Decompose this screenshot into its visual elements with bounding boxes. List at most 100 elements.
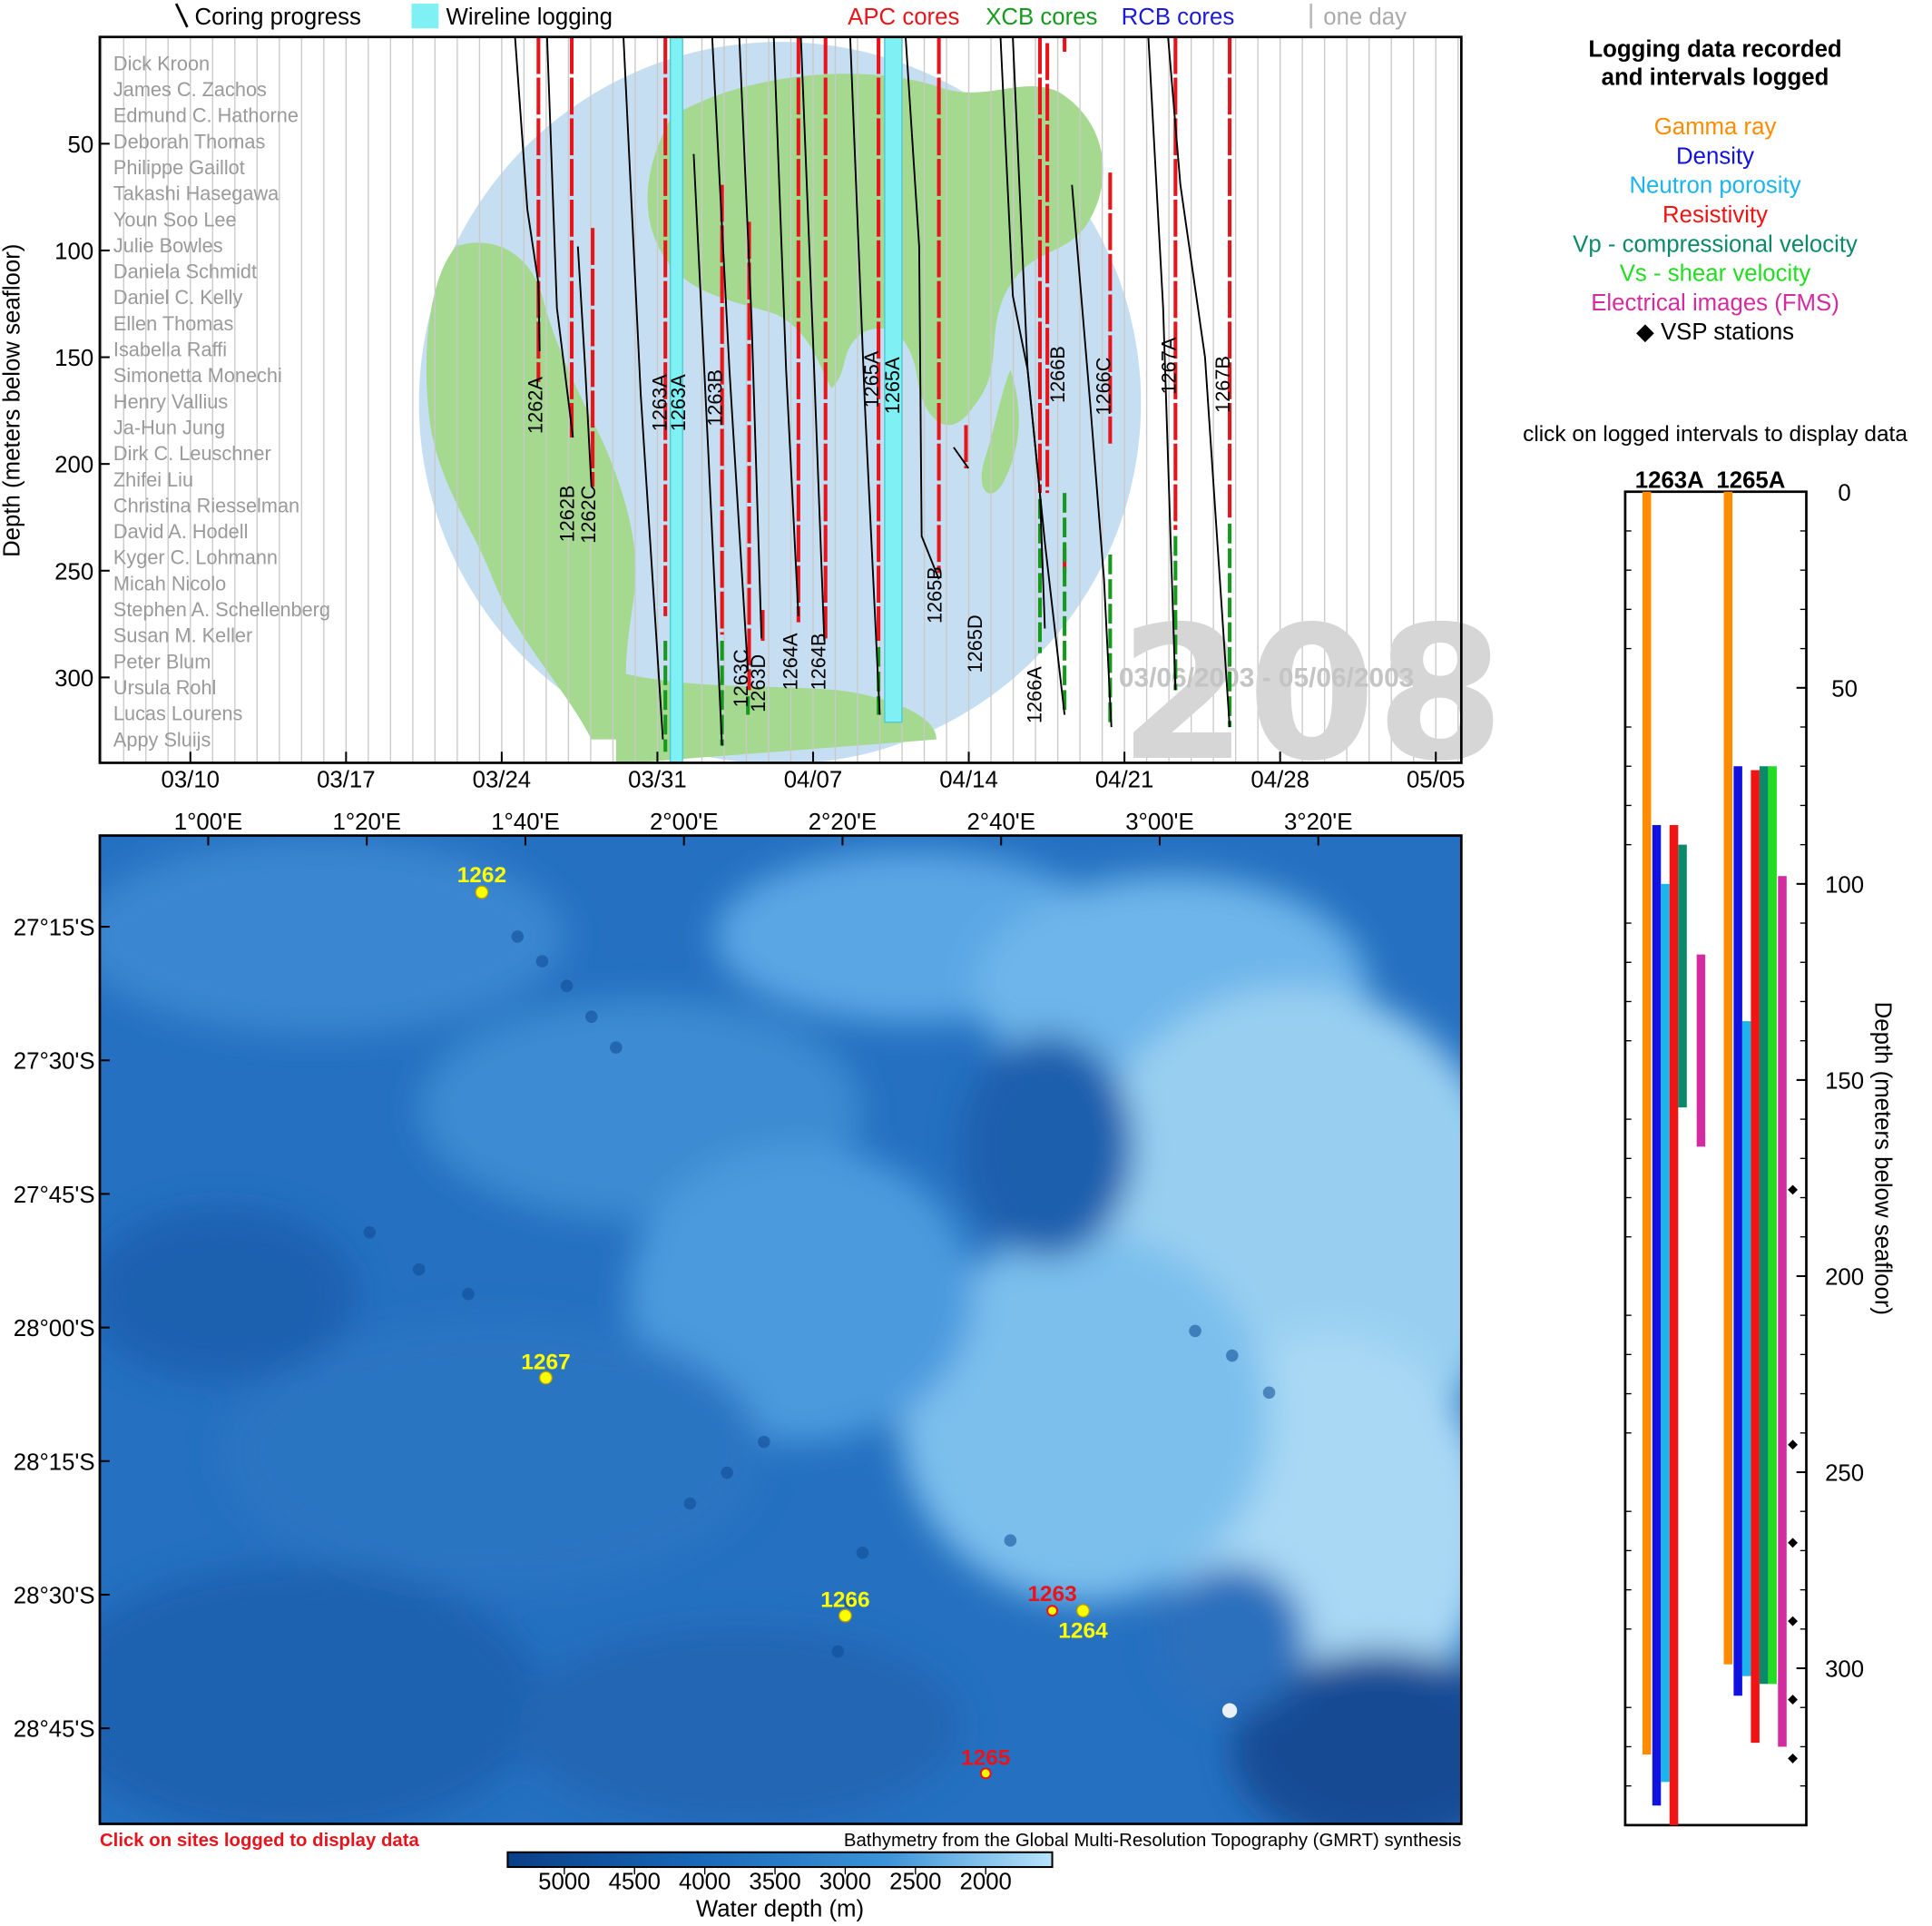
site-1263[interactable]: 1263 <box>1027 1582 1077 1617</box>
logged-interval-1265a-electrical[interactable] <box>1778 876 1787 1747</box>
colorbar-tick-label: 2000 <box>960 1869 1012 1894</box>
legend-xcb-cores: XCB cores <box>986 5 1097 30</box>
timeline-frame <box>98 35 1463 764</box>
timeline-y-axis-label: Depth (meters below seafloor) <box>0 244 25 557</box>
site-label-1264: 1264 <box>1058 1618 1108 1643</box>
colorbar-tick-label: 4500 <box>609 1869 661 1894</box>
colorbar-label: Water depth (m) <box>696 1896 864 1921</box>
site-1265[interactable]: 1265 <box>961 1745 1010 1780</box>
lon-tick-label: 1°40'E <box>491 810 559 835</box>
site-1267[interactable]: 1267 <box>521 1350 571 1385</box>
lat-tick-label: 27°15'S <box>14 916 95 941</box>
y-tick-label: 250 <box>54 559 93 585</box>
landmass-africa-eurasia <box>647 74 1103 426</box>
hole-label: 1266A <box>1023 666 1045 723</box>
scientist-name: Ellen Thomas <box>113 312 234 335</box>
coring-progress-line <box>772 36 799 616</box>
logged-interval-1265a-vp[interactable] <box>1759 766 1769 1685</box>
hole-label: 1266B <box>1046 346 1069 403</box>
vsp-station-marker <box>1788 1695 1799 1705</box>
hole-core-track <box>799 36 828 642</box>
colorbar-tick-label: 5000 <box>538 1869 590 1894</box>
scientist-name: Edmund C. Hathorne <box>113 104 299 127</box>
hole-label: 1265D <box>964 614 986 673</box>
hole-label: 1264A <box>779 633 801 690</box>
hole-core-track <box>1167 36 1232 728</box>
site-1266[interactable]: 1266 <box>820 1588 870 1623</box>
lon-tick-label: 2°00'E <box>650 810 718 835</box>
scientist-name: Dick Kroon <box>113 52 210 74</box>
legend-apc-cores: APC cores <box>848 5 959 30</box>
scientist-name: Dirk C. Leuschner <box>113 442 271 465</box>
logged-interval-1265a-resistivity[interactable] <box>1751 770 1760 1744</box>
scientist-name: Deborah Thomas <box>113 130 266 152</box>
scientist-name: Lucas Lourens <box>113 703 243 725</box>
lat-tick-label: 27°30'S <box>14 1049 95 1075</box>
logged-hole-label: 1263A <box>1635 468 1704 494</box>
lon-tick-label: 3°20'E <box>1284 810 1352 835</box>
map-frame <box>98 834 1463 1825</box>
site-1264[interactable]: 1264 <box>1058 1604 1108 1644</box>
site-marker <box>475 885 489 899</box>
scientist-name: Takashi Hasegawa <box>113 182 280 205</box>
hole-core-track <box>1071 172 1113 728</box>
x-tick-label: 03/10 <box>162 768 221 793</box>
hole-label: 1262C <box>577 486 600 544</box>
scientist-name: Peter Blum <box>113 650 211 673</box>
coring-progress-line <box>576 246 593 487</box>
legend-wireline-logging: Wireline logging <box>446 5 613 30</box>
site-marker <box>838 1608 852 1623</box>
hole-label: 1263B <box>704 369 727 427</box>
logging-legend-item: Gamma ray <box>1654 114 1777 140</box>
depth-tick-label: 250 <box>1825 1460 1864 1486</box>
bathymetry-raster <box>99 835 1462 1824</box>
scientist-name: Ja-Hun Jung <box>113 416 225 438</box>
logging-legend-title-line2: and intervals logged <box>1602 65 1829 91</box>
scientist-name: Appy Sluijs <box>113 728 211 751</box>
scientist-name: Christina Riesselman <box>113 494 299 516</box>
logging-legend-item: Resistivity <box>1662 202 1768 228</box>
site-marker <box>539 1371 553 1385</box>
scientist-name: Henry Vallius <box>113 390 228 413</box>
coring-progress-line <box>738 36 763 639</box>
logging-legend-item: Vs - shear velocity <box>1620 261 1811 287</box>
hole-label: 1265B <box>923 566 946 624</box>
logging-click-note: click on logged intervals to display dat… <box>1523 422 1907 447</box>
x-tick-label: 04/28 <box>1250 768 1309 793</box>
hole-core-track <box>692 153 724 746</box>
logged-interval-1263a-gamma[interactable] <box>1642 491 1652 1755</box>
water-depth-colorbar: 5000 4500 4000 3500 3000 2500 2000 Water depth… <box>506 1851 1054 1921</box>
logged-interval-1263a-density[interactable] <box>1652 825 1662 1806</box>
lon-tick-label: 1°20'E <box>332 810 400 835</box>
logged-interval-1263a-vp[interactable] <box>1678 844 1687 1108</box>
scientist-name: James C. Zachos <box>113 78 267 101</box>
hole-core-track <box>738 36 765 642</box>
logged-interval-1265a-vs[interactable] <box>1768 766 1777 1685</box>
logged-intervals-y-axis-label: Depth (meters below seafloor) <box>1870 1002 1896 1315</box>
site-label-1265: 1265 <box>961 1745 1010 1770</box>
logged-interval-1265a-neutron[interactable] <box>1741 1021 1751 1676</box>
coring-progress-line <box>799 36 826 642</box>
colorbar-tick-label: 4000 <box>679 1869 731 1894</box>
logged-intervals-chart: 1263A 1265A 0 50 100 150 200 250 300 Depth (met… <box>1623 468 1896 1827</box>
coring-progress-line <box>514 36 541 351</box>
coring-timeline-panel: Dick Kroon James C. Zachos Edmund C. Hatho… <box>0 35 1505 802</box>
logged-interval-1263a-resistivity[interactable] <box>1669 825 1679 1825</box>
site-label-1262: 1262 <box>457 863 506 888</box>
y-tick-label: 200 <box>54 453 93 478</box>
logged-interval-1263a-neutron[interactable] <box>1661 883 1670 1783</box>
logged-interval-1263a-electrical[interactable] <box>1696 954 1706 1147</box>
lat-tick-label: 28°15'S <box>14 1449 95 1475</box>
site-1262[interactable]: 1262 <box>457 863 506 899</box>
hole-core-track <box>905 36 941 580</box>
globe-backdrop <box>418 42 1142 763</box>
depth-tick-label: 300 <box>1825 1657 1864 1683</box>
logged-interval-1265a-gamma[interactable] <box>1723 491 1733 1665</box>
hole-core-track <box>623 36 668 752</box>
logging-legend: Logging data recorded and intervals logg… <box>1523 36 1907 447</box>
logged-interval-1265a-density[interactable] <box>1733 766 1742 1696</box>
y-tick-label: 300 <box>54 666 93 692</box>
